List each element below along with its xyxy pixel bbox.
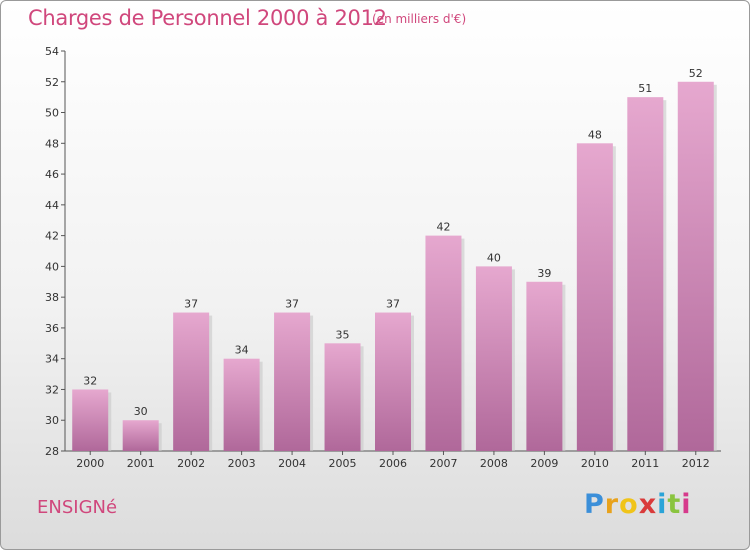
y-tick-label: 30: [45, 414, 59, 427]
bar-value-label: 42: [436, 221, 450, 234]
x-tick-label: 2006: [379, 457, 407, 470]
bar-value-label: 37: [386, 298, 400, 311]
logo-letter: t: [667, 489, 682, 520]
bar-2008: [475, 266, 512, 451]
bar-2007: [425, 235, 462, 451]
bar-2002: [173, 312, 210, 451]
logo-letter: i: [657, 489, 668, 520]
bar-2000: [72, 389, 109, 451]
bar-2012: [677, 81, 714, 452]
bar-value-label: 52: [689, 67, 703, 80]
bar-value-label: 35: [336, 328, 350, 341]
y-tick-label: 38: [45, 291, 59, 304]
logo-letter: o: [619, 489, 639, 520]
bar-value-label: 30: [134, 405, 148, 418]
x-tick-label: 2005: [329, 457, 357, 470]
bar-2005: [324, 343, 361, 451]
bar-2010: [576, 143, 613, 452]
x-tick-label: 2012: [682, 457, 710, 470]
y-tick-label: 48: [45, 137, 59, 150]
bar-value-label: 40: [487, 251, 501, 264]
y-tick-label: 54: [45, 45, 59, 58]
bar-2001: [122, 420, 159, 451]
bar-value-label: 34: [235, 344, 249, 357]
x-tick-label: 2007: [429, 457, 457, 470]
y-tick-label: 44: [45, 199, 59, 212]
bar-2006: [375, 312, 411, 451]
y-tick-label: 34: [45, 353, 59, 366]
bar-2004: [274, 312, 311, 451]
x-tick-label: 2010: [581, 457, 609, 470]
y-tick-label: 32: [45, 383, 59, 396]
bar-series: 32 30 37 34 37 35 37 42 40 39 48 51 52: [72, 67, 717, 452]
y-tick-label: 28: [45, 445, 59, 458]
x-tick-label: 2000: [76, 457, 104, 470]
y-tick-label: 40: [45, 260, 59, 273]
y-tick-label: 50: [45, 107, 59, 120]
y-tick-label: 36: [45, 322, 59, 335]
bar-value-label: 37: [285, 298, 299, 311]
y-tick-label: 46: [45, 168, 59, 181]
bar-2011: [627, 97, 664, 452]
x-axis: 2000 2001 2002 2003 2004 2005 2006 2007 2008 2009…: [65, 450, 721, 470]
bar-2003: [223, 358, 260, 451]
y-tick-label: 42: [45, 230, 59, 243]
logo-letter: P: [584, 489, 605, 520]
bar-value-label: 51: [638, 82, 652, 95]
logo-letter: r: [604, 489, 620, 520]
x-tick-label: 2004: [278, 457, 306, 470]
x-tick-label: 2008: [480, 457, 508, 470]
bar-2009: [526, 281, 563, 451]
x-tick-label: 2011: [631, 457, 659, 470]
y-tick-label: 52: [45, 76, 59, 89]
x-tick-label: 2009: [530, 457, 558, 470]
logo-letter: x: [638, 489, 658, 520]
bar-value-label: 48: [588, 128, 602, 141]
x-tick-label: 2001: [127, 457, 155, 470]
y-axis: 28 30 32 34 36 38 40 42 44 46 48 50 52 54: [45, 45, 66, 458]
logo-letter: i: [681, 489, 692, 520]
commune-name: ENSIGNé: [37, 497, 118, 518]
x-tick-label: 2003: [228, 457, 256, 470]
x-tick-label: 2002: [177, 457, 205, 470]
proxiti-logo: Proxiti: [584, 489, 692, 520]
bar-value-label: 37: [184, 298, 198, 311]
bar-value-label: 39: [537, 267, 551, 280]
chart-title: Charges de Personnel 2000 à 2012: [28, 6, 387, 30]
bar-value-label: 32: [83, 374, 97, 387]
chart-subtitle: (en milliers d'€): [372, 12, 467, 26]
